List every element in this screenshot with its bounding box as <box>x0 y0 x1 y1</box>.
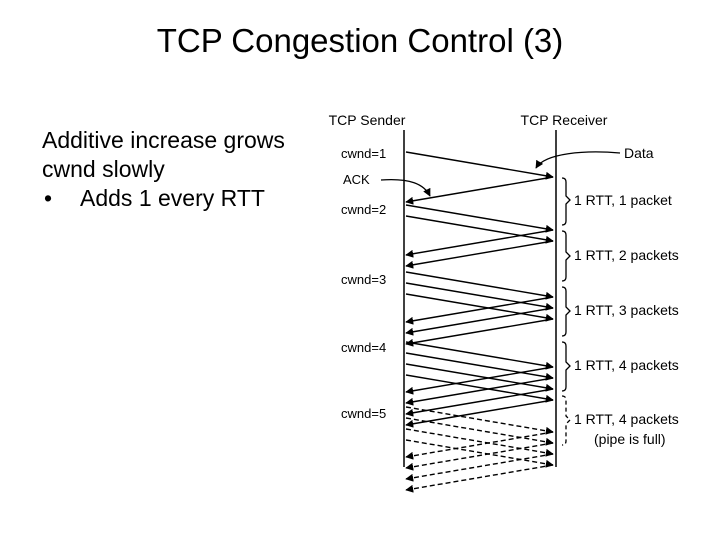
ack-arrow <box>405 229 554 258</box>
data-packet-arrow <box>405 204 554 233</box>
ack-label: ACK <box>343 172 370 187</box>
rtt-brace <box>561 286 571 337</box>
left-text-block: Additive increase grows cwnd slowly • Ad… <box>42 126 322 213</box>
rtt-label: 1 RTT, 4 packets <box>574 357 679 373</box>
ack-arrow <box>405 431 554 460</box>
sender-label: TCP Sender <box>329 112 406 128</box>
rtt-brace <box>561 177 571 226</box>
data-packet-arrow <box>405 428 554 457</box>
data-label: Data <box>624 145 654 161</box>
pipe-full-note: (pipe is full) <box>594 431 666 447</box>
ack-arrow <box>405 296 554 325</box>
data-callout-arrow <box>535 151 621 169</box>
rtt-label: 1 RTT, 4 packets <box>574 411 679 427</box>
bullet-text: Adds 1 every RTT <box>80 185 265 211</box>
rtt-label: 1 RTT, 2 packets <box>574 247 679 263</box>
data-packet-arrow <box>405 271 554 300</box>
bullet-item: • Adds 1 every RTT <box>42 184 322 213</box>
cwnd-label: cwnd=3 <box>341 272 386 287</box>
data-packet-arrow <box>405 439 554 468</box>
bullet-icon: • <box>44 185 53 211</box>
packet-arrows <box>405 151 554 493</box>
data-packet-arrow <box>405 215 554 244</box>
data-packet-arrow <box>405 417 554 446</box>
additive-increase-heading: Additive increase grows cwnd slowly <box>42 127 285 182</box>
ack-arrow <box>405 442 554 471</box>
ack-arrow <box>405 388 554 417</box>
ack-callout-arrow <box>380 178 431 197</box>
rtt-brace <box>561 395 571 446</box>
ack-arrow <box>405 176 554 205</box>
data-packet-arrow <box>405 341 554 370</box>
cwnd-label: cwnd=4 <box>341 340 386 355</box>
ack-arrow <box>405 240 554 269</box>
cwnd-label: cwnd=2 <box>341 202 386 217</box>
ack-arrow <box>405 366 554 395</box>
rtt-brace <box>561 230 571 282</box>
rtt-brace <box>561 341 571 392</box>
data-packet-arrow <box>405 406 554 435</box>
data-packet-arrow <box>405 151 554 180</box>
ack-arrow <box>405 307 554 336</box>
data-packet-arrow <box>405 282 554 311</box>
ack-arrow <box>405 453 554 482</box>
ack-arrow <box>405 377 554 406</box>
data-packet-arrow <box>405 293 554 322</box>
cwnd-label: cwnd=5 <box>341 406 386 421</box>
ack-arrow <box>405 318 554 347</box>
data-packet-arrow <box>405 352 554 381</box>
ack-arrow <box>405 399 554 428</box>
rtt-label: 1 RTT, 3 packets <box>574 302 679 318</box>
cwnd-label: cwnd=1 <box>341 146 386 161</box>
ack-arrow <box>405 464 554 493</box>
slide-title: TCP Congestion Control (3) <box>156 22 564 59</box>
rtt-label: 1 RTT, 1 packet <box>574 192 672 208</box>
data-packet-arrow <box>405 374 554 403</box>
receiver-label: TCP Receiver <box>521 112 608 128</box>
data-packet-arrow <box>405 363 554 392</box>
